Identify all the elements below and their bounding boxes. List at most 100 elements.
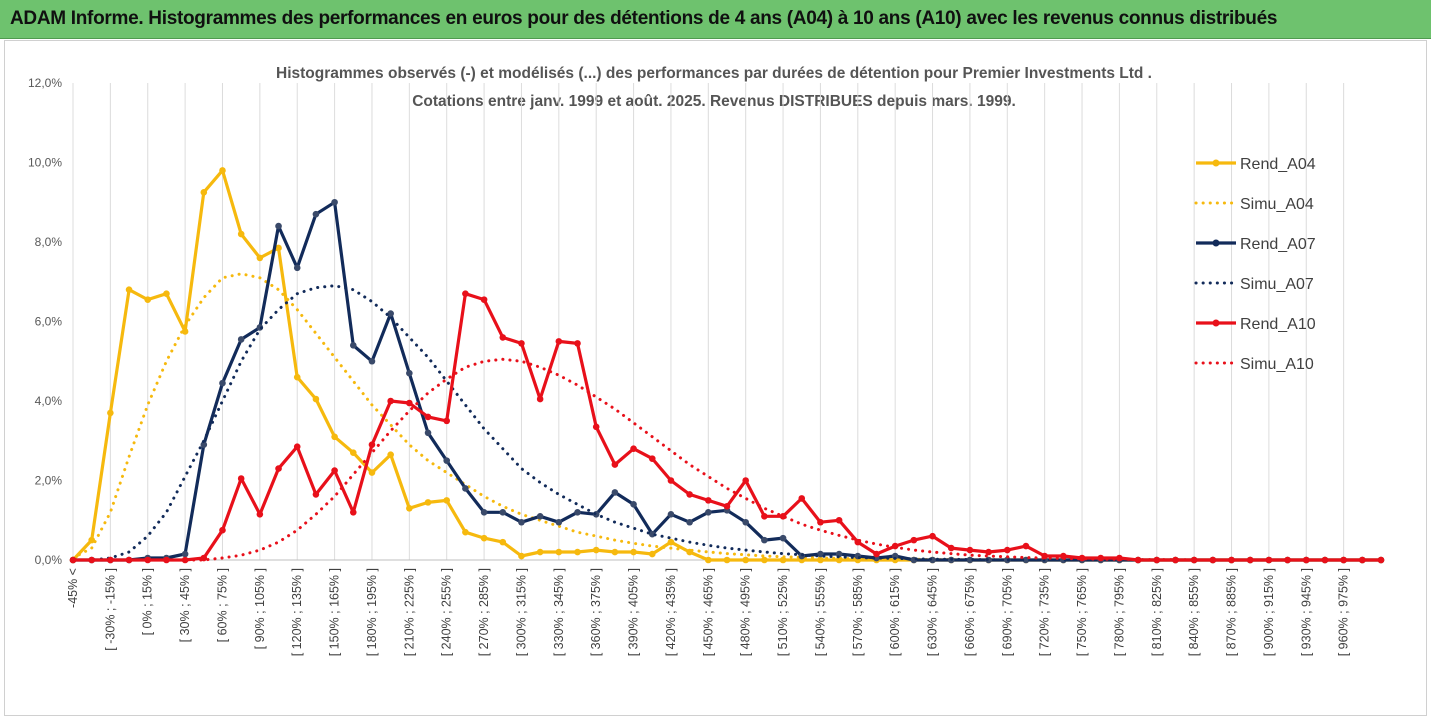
rend-a10-point bbox=[705, 497, 712, 504]
x-tick-label: [ 60% ; 75% ] bbox=[215, 568, 229, 642]
rend-a10-point bbox=[1190, 556, 1198, 564]
x-tick-label: [ 210% ; 225% ] bbox=[402, 568, 416, 656]
chart-subtitle: Cotations entre janv. 1999 et août. 2025… bbox=[412, 93, 1016, 110]
x-tick-label: [ 480% ; 495% ] bbox=[739, 568, 753, 656]
rend-a04-point bbox=[368, 469, 376, 476]
x-tick-label: -45% < bbox=[66, 568, 80, 608]
report-title: ADAM Informe. Histogrammes des performan… bbox=[10, 8, 1278, 29]
x-tick-label: [ 870% ; 885% ] bbox=[1225, 568, 1239, 656]
rend-a04-point bbox=[518, 552, 525, 560]
rend-a07-point bbox=[462, 485, 469, 492]
rend-a10-point bbox=[368, 441, 376, 449]
x-tick-label: [ 900% ; 915% ] bbox=[1262, 568, 1276, 656]
rend-a10-point bbox=[88, 556, 95, 564]
x-tick-label: [ -30% ; -15% ] bbox=[103, 568, 117, 651]
legend-item-simu-a04: Simu_A04 bbox=[1194, 196, 1314, 213]
rend-a10-point bbox=[966, 546, 974, 554]
rend-a07-point bbox=[742, 518, 749, 526]
rend-a04-point bbox=[705, 556, 712, 564]
x-tick-label: [ 150% ; 165% ] bbox=[328, 568, 342, 656]
rend-a10-point bbox=[107, 556, 114, 564]
rend-a10-point bbox=[686, 491, 693, 498]
rend-a10-point bbox=[555, 338, 563, 345]
rend-a10-point bbox=[144, 556, 152, 564]
x-tick-label: [ 330% ; 345% ] bbox=[552, 568, 566, 656]
rend-a07-point bbox=[349, 342, 357, 349]
rend-a07-point bbox=[368, 357, 376, 365]
series-lines bbox=[69, 167, 1385, 564]
rend-a10-point bbox=[237, 475, 245, 482]
rend-a10-point bbox=[312, 491, 320, 498]
rend-a07-point bbox=[518, 518, 525, 526]
rend-a10-point bbox=[499, 334, 507, 341]
rend-a04-point bbox=[406, 505, 413, 512]
rend-a10-point bbox=[574, 340, 581, 347]
x-axis: -45% < [ -30% ; -15% ] [ 0% ; 15% ] [ 30% ;… bbox=[66, 568, 1351, 656]
rend-a04-point bbox=[349, 449, 357, 456]
rend-a10-point bbox=[1022, 542, 1030, 550]
rend-a04-point bbox=[275, 244, 282, 252]
rend-a04-point bbox=[107, 409, 114, 417]
simu-a07-line bbox=[71, 284, 1383, 562]
rend-a07-point bbox=[293, 264, 301, 272]
y-tick-label: 12,0% bbox=[28, 76, 62, 90]
x-tick-label: [ 30% ; 45% ] bbox=[178, 568, 192, 642]
rend-a10-point bbox=[910, 536, 918, 544]
rend-a04-point bbox=[163, 290, 170, 297]
report-header: ADAM Informe. Histogrammes des performan… bbox=[0, 0, 1431, 39]
rend-a10-point bbox=[985, 548, 992, 556]
x-tick-label: [ 450% ; 465% ] bbox=[701, 568, 715, 656]
x-tick-label: [ 720% ; 735% ] bbox=[1038, 568, 1052, 656]
rend-a07-point bbox=[630, 501, 637, 508]
rend-a10-point bbox=[518, 340, 525, 347]
x-tick-label: [ 360% ; 375% ] bbox=[589, 568, 603, 656]
rend-a10-point bbox=[592, 423, 600, 431]
rend-a10-point bbox=[219, 526, 226, 534]
rend-a10-point bbox=[1284, 556, 1291, 564]
simu-a10-line bbox=[71, 357, 1383, 562]
rend-a04-point bbox=[555, 548, 563, 556]
x-tick-label: [ 750% ; 765% ] bbox=[1075, 568, 1089, 656]
rend-a07-point bbox=[648, 530, 656, 538]
rend-a07-point bbox=[312, 210, 320, 218]
y-tick-label: 4,0% bbox=[35, 394, 63, 408]
rend-a10-point bbox=[1340, 556, 1347, 564]
rend-a10-point bbox=[349, 509, 357, 516]
rend-a10-point bbox=[723, 503, 731, 510]
rend-a04-point bbox=[387, 451, 394, 458]
x-tick-label: [ 270% ; 285% ] bbox=[477, 568, 491, 656]
rend-a10-point bbox=[424, 413, 432, 421]
rend-a10-point bbox=[406, 399, 413, 407]
rend-a07-point bbox=[443, 457, 451, 464]
rend-a04-point bbox=[88, 536, 95, 544]
rend-a10-point bbox=[1228, 556, 1235, 564]
y-tick-label: 2,0% bbox=[35, 474, 63, 488]
legend: Rend_A04 Simu_A04 Rend_A07 Simu_A07 Rend_A10… bbox=[1194, 156, 1316, 373]
x-tick-label: [ 780% ; 795% ] bbox=[1112, 568, 1126, 656]
rend-a04-point bbox=[424, 499, 432, 506]
rend-a10-point bbox=[817, 518, 824, 526]
rend-a07-point bbox=[406, 369, 413, 377]
rend-a04-point bbox=[499, 538, 507, 546]
rend-a10-point bbox=[480, 296, 488, 303]
rend-a04-point bbox=[611, 548, 619, 556]
rend-a04-point bbox=[125, 286, 133, 294]
rend-a07-point bbox=[667, 510, 675, 518]
rend-a07-point bbox=[275, 222, 282, 230]
legend-marker bbox=[1212, 159, 1220, 167]
rend-a07-point bbox=[705, 509, 712, 516]
rend-a10-point bbox=[835, 516, 843, 524]
x-tick-label: [ 810% ; 825% ] bbox=[1150, 568, 1164, 656]
rend-a10-point bbox=[1172, 556, 1179, 564]
rend-a07-point bbox=[237, 336, 245, 343]
rend-a10-point bbox=[667, 477, 675, 484]
y-tick-label: 6,0% bbox=[35, 315, 63, 329]
rend-a07-point bbox=[761, 536, 768, 544]
legend-label: Simu_A10 bbox=[1240, 356, 1314, 373]
rend-a04-point bbox=[462, 528, 469, 536]
rend-a04-point bbox=[181, 328, 189, 335]
rend-a10-point bbox=[275, 465, 282, 472]
rend-a04-point bbox=[331, 433, 338, 441]
legend-label: Rend_A10 bbox=[1240, 316, 1316, 333]
